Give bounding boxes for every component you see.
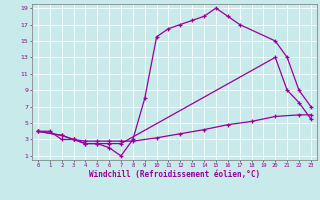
X-axis label: Windchill (Refroidissement éolien,°C): Windchill (Refroidissement éolien,°C): [89, 170, 260, 179]
